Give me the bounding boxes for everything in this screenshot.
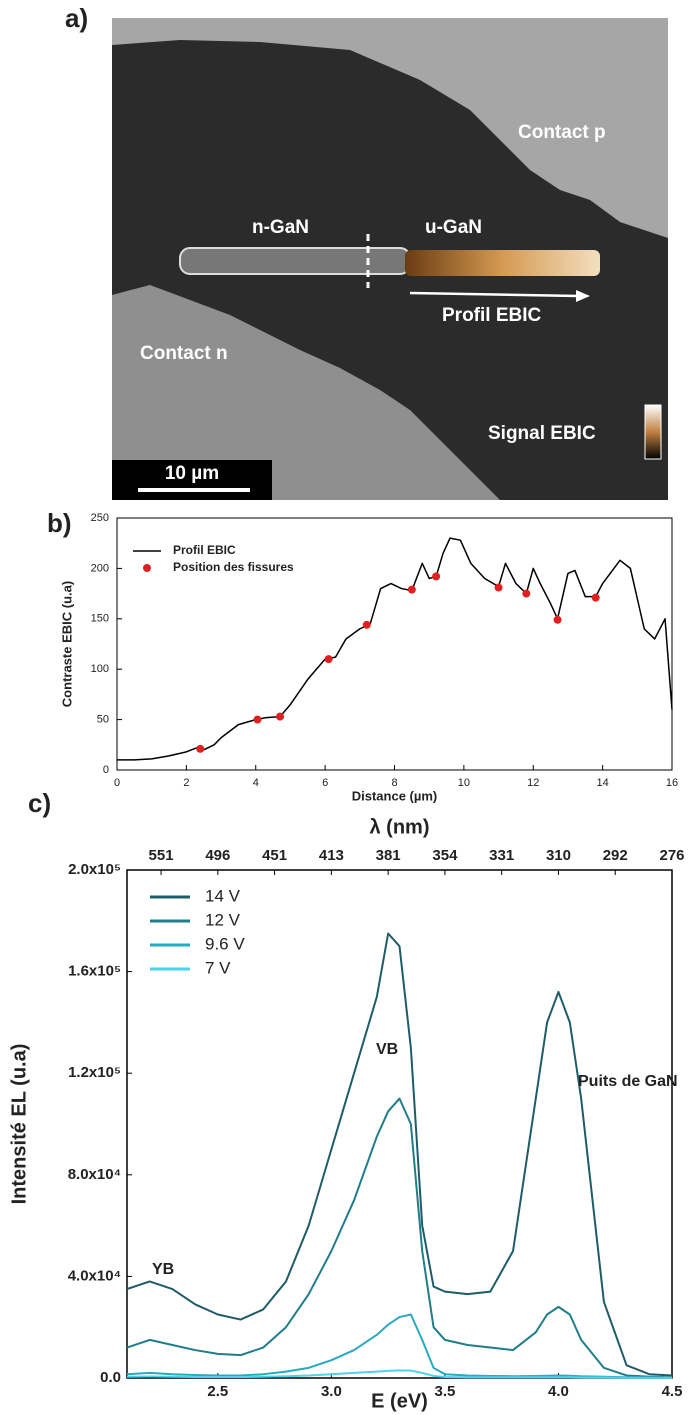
y-tick-label: 100: [91, 663, 109, 675]
scale-bar-label: 10 µm: [165, 463, 219, 484]
sem-label: Profil EBIC: [442, 305, 542, 326]
x-tick-label: 12: [527, 777, 539, 789]
legend-label: 7 V: [205, 958, 231, 977]
y-tick-label: 1.6x10⁵: [68, 963, 121, 980]
y-tick-label: 8.0x10⁴: [68, 1166, 121, 1183]
y-tick-label: 4.0x10⁴: [68, 1267, 121, 1284]
y-tick-label: 50: [97, 714, 109, 726]
x-tick-label: 4.0: [548, 1383, 569, 1400]
x2-tick-label: 292: [603, 847, 628, 864]
sem-label: Signal EBIC: [488, 423, 596, 444]
data-point: [362, 620, 371, 629]
data-point: [407, 585, 416, 594]
x-tick-label: 8: [391, 777, 397, 789]
y-tick-label: 0.0: [100, 1369, 121, 1386]
data-point: [196, 744, 205, 753]
x2-tick-label: 551: [149, 847, 174, 864]
y-axis-label: Contraste EBIC (u.a): [59, 581, 74, 707]
y-tick-label: 1.2x10⁵: [68, 1064, 121, 1081]
x2-axis-label: λ (nm): [370, 816, 430, 838]
legend-label: 12 V: [205, 910, 241, 929]
contact-p-region: [112, 18, 668, 238]
x-tick-label: 2.5: [207, 1383, 228, 1400]
x2-tick-label: 276: [659, 847, 684, 864]
contact-n-region: [112, 285, 500, 500]
x2-tick-label: 354: [432, 847, 458, 864]
y-tick-label: 250: [91, 512, 109, 524]
x-tick-label: 4.5: [662, 1383, 683, 1400]
x-axis-label: E (eV): [371, 1390, 428, 1412]
y-tick-label: 2.0x10⁵: [68, 861, 121, 878]
data-point: [494, 583, 503, 592]
scale-bar-box: [112, 460, 272, 500]
sem-label: u-GaN: [425, 217, 482, 238]
legend-swatch: [143, 564, 151, 572]
x2-tick-label: 413: [319, 847, 344, 864]
data-point: [324, 655, 333, 664]
x-tick-label: 2: [183, 777, 189, 789]
x-tick-label: 0: [114, 777, 120, 789]
x-tick-label: 3.5: [434, 1383, 455, 1400]
sem-label: Contact p: [518, 122, 606, 143]
legend-label: Position des fissures: [173, 560, 294, 574]
annotation: YB: [152, 1261, 174, 1278]
x2-tick-label: 310: [546, 847, 571, 864]
data-point: [276, 712, 285, 721]
sem-label: Contact n: [140, 343, 228, 364]
legend-label: 14 V: [205, 886, 241, 905]
y-tick-label: 150: [91, 613, 109, 625]
x-tick-label: 3.0: [321, 1383, 342, 1400]
data-point: [253, 715, 262, 724]
profile-arrow-head: [576, 290, 590, 302]
sem-label: n-GaN: [252, 217, 309, 238]
data-point: [522, 589, 531, 598]
profile-arrow: [409, 291, 579, 298]
data-line: [126, 1097, 673, 1379]
x2-tick-label: 331: [489, 847, 514, 864]
x-tick-label: 10: [458, 777, 470, 789]
data-line: [117, 537, 673, 761]
x-tick-label: 6: [322, 777, 328, 789]
data-line: [126, 1313, 673, 1379]
data-line: [126, 932, 673, 1377]
plot-frame: [126, 869, 673, 1379]
y-axis-label: Intensité EL (u.a): [8, 1044, 30, 1205]
data-point: [553, 615, 562, 624]
sem-image: a) Contact p n-GaN u-GaN Profil EBIC Con…: [65, 3, 668, 500]
panel-label: b): [47, 508, 72, 538]
x-tick-label: 16: [666, 777, 678, 789]
x-tick-label: 4: [253, 777, 259, 789]
colorbar: [644, 404, 662, 460]
y-tick-label: 0: [103, 764, 109, 776]
data-line: [126, 1369, 672, 1379]
panel-label: a): [65, 3, 88, 33]
legend-label: Profil EBIC: [173, 543, 236, 557]
data-point: [432, 572, 441, 581]
nanowire-n: [179, 247, 411, 275]
x2-tick-label: 496: [205, 847, 230, 864]
annotation: VB: [376, 1041, 398, 1058]
x-axis-label: Distance (µm): [352, 788, 438, 803]
data-point: [591, 593, 600, 602]
x-tick-label: 14: [597, 777, 609, 789]
annotation: Puits de GaN: [578, 1073, 678, 1090]
panel-label: c): [28, 788, 51, 818]
y-tick-label: 200: [91, 562, 109, 574]
nanowire-ebic: [405, 250, 600, 276]
legend-label: 9.6 V: [205, 934, 245, 953]
x2-tick-label: 451: [262, 847, 287, 864]
x2-tick-label: 381: [376, 847, 401, 864]
